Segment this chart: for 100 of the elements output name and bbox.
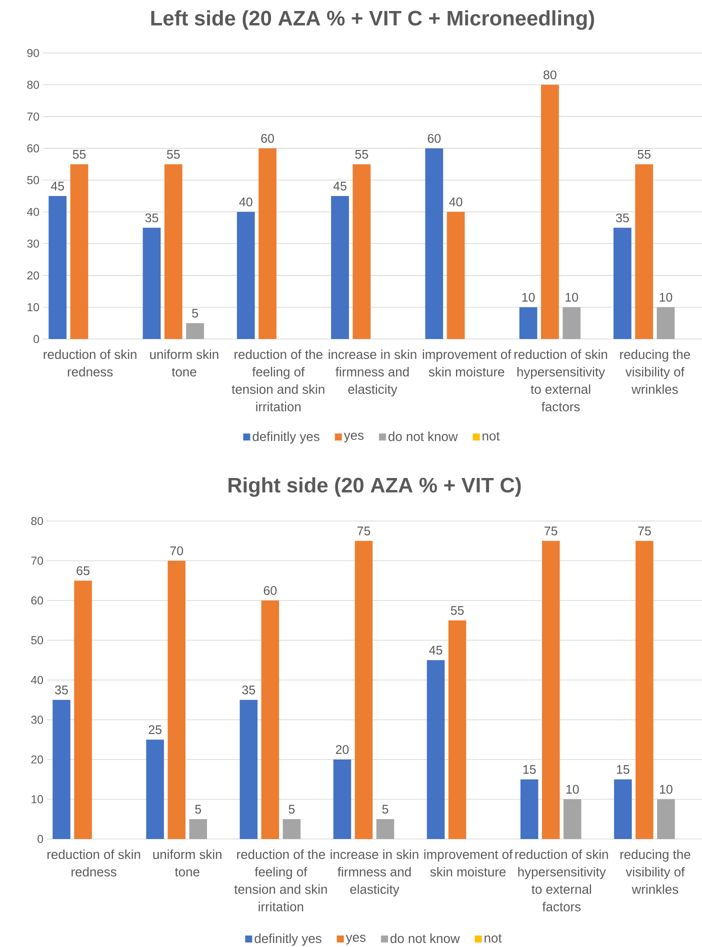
chart-title: Left side (20 AZA % + VIT C + Microneedling)	[151, 10, 594, 30]
data-label: 5	[382, 804, 388, 814]
bar	[236, 212, 255, 339]
legend-label: do not know	[390, 934, 460, 944]
bar	[657, 799, 675, 839]
bar	[258, 148, 276, 339]
bar	[354, 540, 373, 839]
data-label: 35	[55, 686, 68, 694]
data-label: 35	[145, 213, 158, 222]
x-tick-label: reduction of skin hypersensitivity to external factors	[515, 850, 608, 912]
bar	[186, 323, 204, 339]
y-tick-label: 30	[27, 240, 40, 248]
data-label: 25	[148, 725, 162, 734]
x-tick-label: reduction of the feeling of tension and skin irritation	[232, 350, 324, 412]
bar	[168, 560, 186, 839]
y-tick-label: 50	[31, 636, 44, 644]
bar	[142, 228, 161, 339]
bar	[426, 660, 445, 839]
data-label: 75	[638, 526, 651, 536]
data-label: 5	[195, 804, 202, 814]
data-label: 10	[566, 784, 579, 794]
data-label: 15	[616, 765, 630, 774]
bar	[261, 600, 280, 839]
data-label: 75	[544, 526, 558, 536]
bar	[519, 307, 538, 339]
data-label: 80	[544, 70, 556, 80]
data-label: 55	[72, 150, 86, 159]
x-tick-label: increase in skin firmness and elasticity	[330, 850, 418, 896]
bar	[189, 819, 208, 839]
bar	[333, 759, 352, 839]
y-tick-label: 70	[27, 112, 40, 121]
x-tick-label: uniform skin tone	[153, 850, 222, 876]
x-tick-label: reducing the visibility of wrinkles	[620, 850, 690, 894]
data-label: 10	[522, 292, 535, 302]
data-label: 45	[50, 182, 64, 190]
bar	[541, 84, 559, 339]
x-tick-label: reducing the visibility of wrinkles	[620, 350, 690, 394]
data-label: 60	[261, 134, 274, 143]
data-label: 35	[242, 686, 256, 694]
data-label: 45	[333, 182, 346, 190]
data-label: 15	[523, 765, 536, 774]
data-label: 55	[166, 150, 180, 159]
x-tick-label: reduction of the feeling of tension and skin irritation	[234, 850, 327, 912]
bar	[448, 620, 466, 839]
bar	[446, 212, 465, 339]
bar	[636, 540, 654, 839]
bar	[564, 799, 582, 839]
bar	[331, 196, 349, 339]
bar	[376, 819, 394, 839]
bar	[146, 740, 164, 839]
y-tick-label: 50	[27, 176, 40, 184]
x-tick-label: improvement of skin moisture	[424, 850, 513, 876]
data-label: 70	[170, 546, 184, 556]
bar	[70, 164, 88, 339]
data-label: 10	[660, 292, 672, 302]
y-tick-label: 80	[31, 516, 44, 526]
bar	[635, 164, 654, 339]
bar	[352, 164, 371, 339]
x-tick-label: improvement of skin moisture	[422, 350, 512, 376]
data-label: 10	[660, 784, 672, 794]
bar	[614, 228, 632, 339]
data-label: 55	[355, 150, 368, 159]
legend-label: yes	[346, 934, 366, 944]
data-label: 40	[449, 198, 462, 206]
y-tick-label: 20	[31, 755, 44, 764]
data-label: 40	[239, 198, 252, 206]
data-label: 20	[336, 745, 349, 754]
data-label: 65	[76, 566, 90, 576]
data-label: 60	[428, 134, 441, 143]
chart-title: Right side (20 AZA % + VIT C)	[228, 477, 521, 497]
data-label: 5	[192, 308, 198, 318]
bar	[520, 779, 538, 839]
legend-label: yes	[344, 432, 364, 442]
bar	[425, 148, 444, 339]
legend-label: definitly yes	[254, 934, 322, 946]
data-label: 10	[566, 292, 578, 302]
y-tick-label: 10	[32, 795, 44, 804]
y-tick-label: 70	[31, 556, 44, 565]
y-tick-label: 40	[31, 676, 44, 684]
x-tick-label: reduction of skin hypersensitivity to external factors	[514, 350, 608, 412]
y-tick-label: 30	[31, 716, 44, 724]
bar	[52, 700, 70, 839]
bar	[74, 580, 92, 839]
x-tick-label: uniform skin tone	[150, 350, 218, 376]
bar	[562, 307, 581, 339]
bar	[542, 540, 560, 839]
y-tick-label: 80	[27, 80, 40, 89]
data-label: 75	[357, 526, 370, 536]
y-tick-label: 0	[38, 834, 44, 844]
y-tick-label: 60	[31, 596, 44, 605]
bar	[48, 196, 67, 339]
bar	[614, 779, 632, 839]
data-label: 45	[429, 646, 442, 655]
data-label: 5	[288, 804, 295, 814]
data-label: 60	[264, 586, 277, 595]
y-tick-label: 40	[27, 208, 40, 216]
legend-label: do not know	[388, 432, 458, 442]
legend-label: not	[482, 432, 500, 441]
x-tick-label: increase in skin firmness and elasticity	[328, 350, 416, 396]
data-label: 55	[450, 606, 464, 615]
